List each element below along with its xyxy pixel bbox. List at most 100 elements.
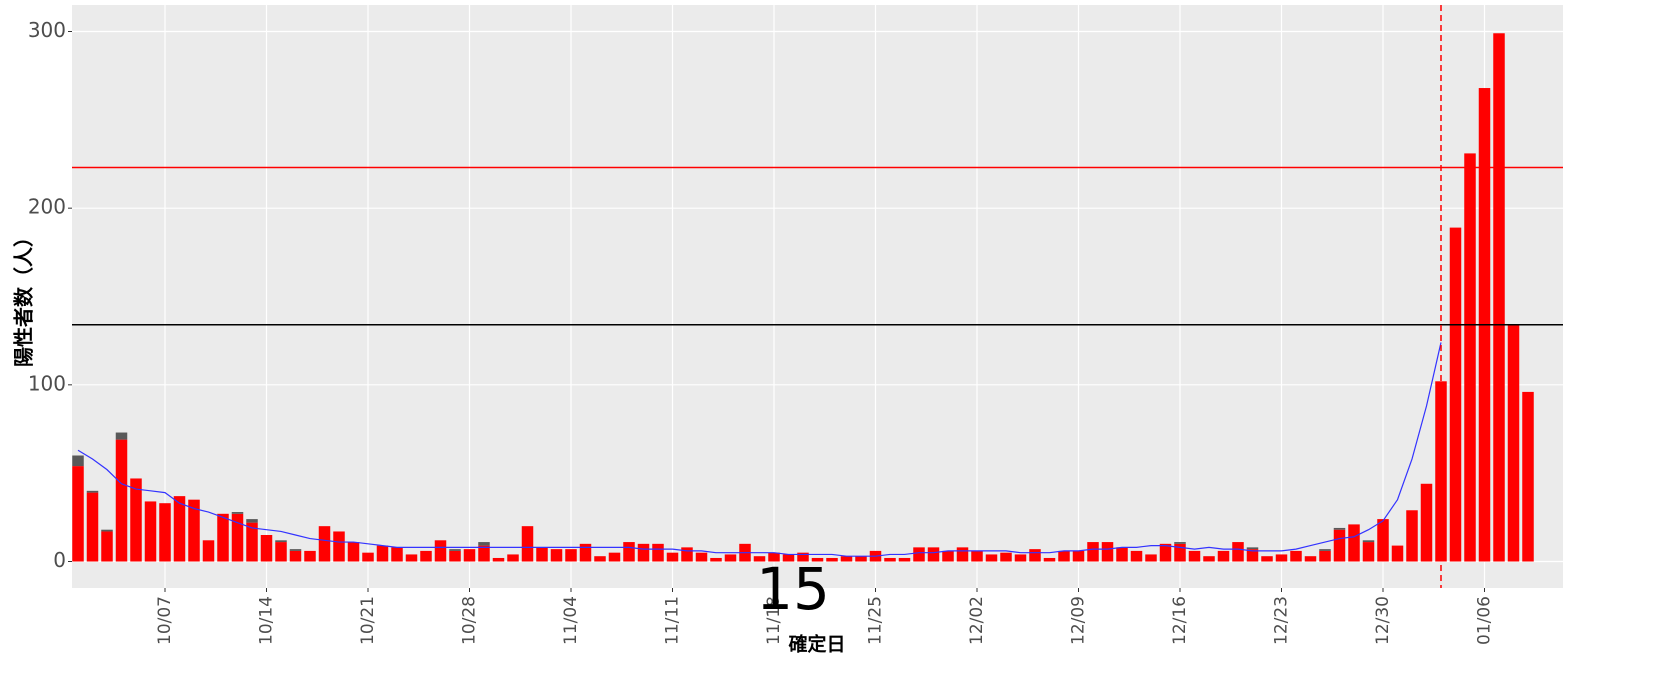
bar (1449, 227, 1462, 562)
bar (289, 549, 302, 551)
bar (1000, 552, 1012, 562)
bar (173, 496, 186, 562)
bar (623, 542, 635, 562)
bar (536, 547, 548, 562)
bar (1493, 33, 1505, 562)
y-axis-label: 陽性者数（人） (12, 227, 36, 367)
x-tick-label: 11/25 (866, 596, 886, 645)
bar (811, 557, 824, 562)
bar (1362, 542, 1375, 562)
bar (1246, 547, 1259, 550)
bar (478, 542, 490, 546)
bar (347, 542, 360, 562)
x-tick-label: 12/23 (1272, 596, 1292, 645)
bar (115, 432, 128, 440)
bar (579, 543, 592, 562)
bar (1290, 550, 1302, 562)
bar (855, 556, 867, 562)
bar (231, 512, 244, 514)
bar (1507, 324, 1520, 562)
bar (1130, 550, 1143, 562)
x-tick-label: 10/21 (358, 596, 378, 645)
bar (1420, 483, 1433, 562)
x-tick-label: 01/06 (1475, 596, 1495, 645)
bar (695, 552, 708, 562)
x-tick-label: 10/28 (460, 596, 480, 645)
bar (449, 549, 461, 551)
bar (652, 543, 664, 562)
bar (1029, 549, 1041, 562)
x-tick-label: 12/16 (1170, 596, 1190, 645)
bar (913, 547, 925, 562)
bar (1464, 153, 1476, 562)
bar (333, 531, 345, 562)
y-tick-label: 200 (28, 195, 66, 219)
bar (521, 526, 534, 562)
bar (318, 526, 331, 562)
bar (826, 557, 838, 562)
bar (130, 478, 142, 562)
bar (1203, 556, 1215, 562)
annotation: 15 (756, 555, 830, 623)
x-tick-label: 10/07 (155, 596, 175, 645)
bar (1217, 550, 1230, 562)
bar (507, 554, 519, 562)
bar (608, 552, 621, 562)
bar (1377, 519, 1389, 562)
bar (927, 547, 940, 562)
bar (101, 531, 113, 562)
bar (86, 492, 99, 562)
bar (1058, 550, 1070, 562)
bar (884, 557, 896, 562)
bar (1522, 391, 1534, 562)
bar (202, 540, 215, 562)
bar (1319, 550, 1331, 562)
bar (840, 556, 853, 562)
bar (1246, 549, 1259, 562)
y-tick-label: 300 (28, 18, 66, 42)
bar (72, 455, 84, 467)
bar (1087, 542, 1099, 562)
bar (246, 522, 258, 562)
bar (275, 542, 287, 562)
bar (1435, 381, 1447, 562)
bar (231, 513, 244, 562)
bar (768, 552, 780, 562)
bar (159, 503, 171, 562)
bar (492, 557, 505, 562)
bar (985, 554, 998, 562)
bar (1406, 510, 1418, 562)
y-tick-label: 100 (28, 371, 66, 395)
bar (1333, 529, 1346, 562)
x-tick-label: 11/18 (764, 596, 784, 645)
bar (463, 549, 476, 562)
bar (1159, 543, 1172, 562)
bar (565, 549, 577, 562)
bar (1261, 556, 1273, 562)
bar (101, 529, 113, 532)
bar (289, 550, 302, 562)
bar (391, 547, 403, 562)
bar (275, 540, 287, 543)
bar (362, 552, 374, 562)
bar (1174, 542, 1186, 544)
bar (304, 550, 316, 562)
bar (1319, 549, 1331, 551)
bar (710, 557, 722, 562)
bar (971, 550, 983, 562)
x-tick-label: 12/30 (1373, 596, 1393, 645)
bar (797, 552, 809, 562)
bar (420, 550, 432, 562)
bar (724, 554, 737, 562)
bar (1391, 545, 1404, 562)
bar (1232, 542, 1244, 562)
bar (1304, 556, 1317, 562)
bar (1188, 550, 1201, 562)
bar (217, 513, 229, 562)
bar (246, 519, 258, 523)
moving-average-line (77, 342, 1442, 557)
bar (449, 550, 461, 562)
bar (1101, 542, 1114, 562)
bar (666, 552, 679, 562)
